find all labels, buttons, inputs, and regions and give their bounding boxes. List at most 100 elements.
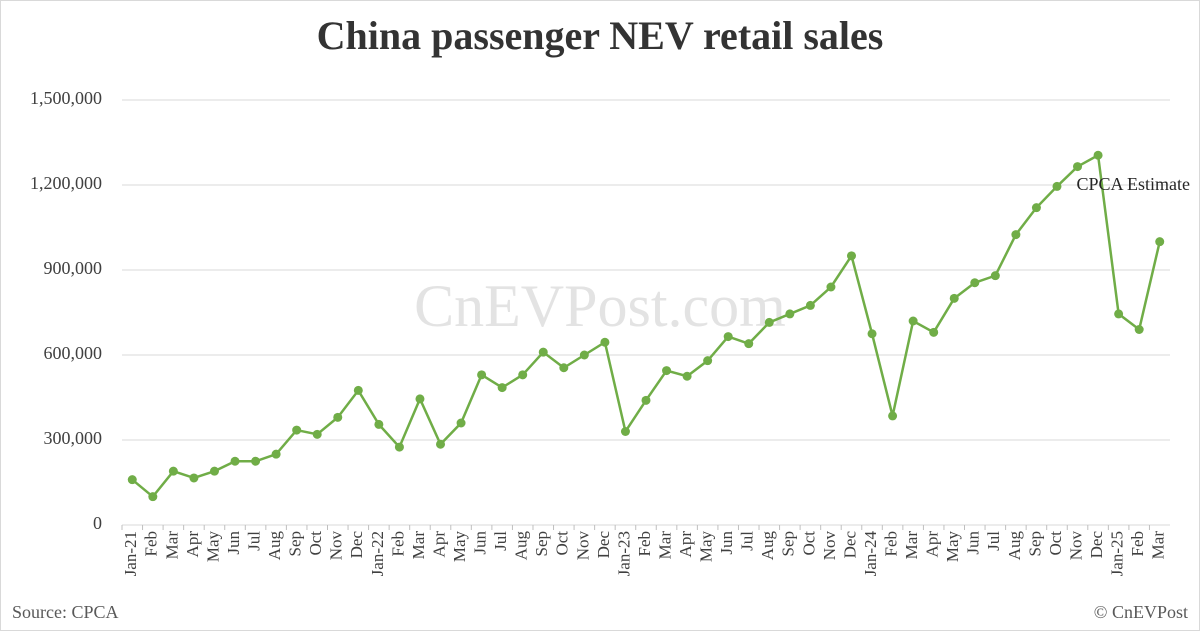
marker (1155, 237, 1165, 247)
x-tick-label: Jun (964, 531, 983, 555)
marker (600, 337, 610, 347)
marker (1052, 181, 1062, 191)
x-tick-label: Dec (1087, 531, 1106, 559)
marker (785, 309, 795, 319)
marker (990, 271, 1000, 281)
marker (230, 456, 240, 466)
x-tick-label: Feb (142, 531, 161, 557)
x-tick-label: Jan-21 (121, 531, 140, 576)
marker (1011, 230, 1021, 240)
x-tick-label: Nov (573, 531, 592, 561)
x-tick-label: Dec (840, 531, 859, 559)
x-tick-label: Jul (984, 531, 1003, 551)
x-tick-label: Feb (635, 531, 654, 557)
source: Source: CPCA (12, 602, 119, 622)
x-tick-label: Feb (1128, 531, 1147, 557)
marker (415, 394, 425, 404)
marker (970, 278, 980, 288)
x-tick-label: May (450, 531, 469, 563)
marker (826, 282, 836, 292)
x-tick-label: Aug (1005, 531, 1024, 561)
x-tick-label: Jun (224, 531, 243, 555)
watermark: CnEVPost.com (414, 273, 786, 339)
marker (497, 383, 507, 393)
x-tick-label: May (943, 531, 962, 563)
marker (518, 370, 528, 380)
marker (456, 418, 466, 428)
marker (1114, 309, 1124, 319)
x-tick-label: Aug (512, 531, 531, 561)
marker (538, 347, 548, 357)
marker (620, 427, 630, 436)
marker (1031, 203, 1041, 213)
marker (292, 425, 302, 435)
marker (374, 419, 384, 429)
x-tick-label: Mar (409, 531, 428, 560)
x-tick-label: Apr (676, 531, 695, 558)
x-tick-label: Jul (244, 531, 263, 551)
marker (744, 339, 754, 349)
marker (682, 371, 692, 381)
x-tick-label: Sep (286, 531, 305, 557)
x-tick-label: Oct (799, 531, 818, 556)
y-tick-label: 300,000 (44, 428, 103, 448)
x-tick-label: Apr (429, 531, 448, 558)
x-tick-label: Jul (491, 531, 510, 551)
x-tick-label: Feb (388, 531, 407, 557)
y-tick-label: 600,000 (44, 343, 103, 363)
marker (1134, 325, 1144, 334)
marker (477, 370, 487, 380)
marker (805, 300, 815, 310)
annotation: CPCA Estimate (1076, 174, 1190, 194)
marker (1073, 162, 1083, 172)
x-tick-label: Jan-22 (368, 531, 387, 576)
marker (394, 442, 404, 452)
x-tick-label: Jun (717, 531, 736, 555)
marker (641, 395, 651, 405)
marker (662, 366, 672, 376)
x-tick-label: Apr (183, 531, 202, 558)
marker (436, 439, 446, 449)
marker (703, 356, 713, 366)
marker (148, 492, 158, 502)
marker (251, 456, 261, 466)
x-tick-label: Nov (327, 531, 346, 561)
x-tick-label: Feb (881, 531, 900, 557)
y-tick-label: 0 (93, 513, 102, 533)
marker (189, 473, 199, 483)
x-tick-label: Sep (1025, 531, 1044, 557)
copyright: © CnEVPost (1094, 602, 1188, 622)
marker (559, 363, 569, 373)
x-tick-label: Mar (162, 531, 181, 560)
x-tick-label: Apr (923, 531, 942, 558)
marker (846, 251, 856, 261)
x-tick-label: Jan-24 (861, 531, 880, 577)
y-tick-label: 900,000 (44, 258, 103, 278)
marker (333, 412, 343, 422)
chart-title: China passenger NEV retail sales (317, 13, 884, 58)
x-tick-label: Oct (553, 531, 572, 556)
x-tick-label: Jun (471, 531, 490, 555)
y-tick-label: 1,500,000 (30, 88, 102, 108)
x-tick-label: Oct (306, 531, 325, 556)
marker (1093, 150, 1103, 160)
marker (723, 332, 733, 342)
x-tick-label: Jan-23 (614, 531, 633, 576)
marker (209, 466, 219, 476)
marker (312, 429, 322, 439)
marker (764, 317, 774, 327)
x-tick-label: May (697, 531, 716, 563)
x-tick-label: May (203, 531, 222, 563)
marker (908, 316, 918, 326)
x-tick-label: Mar (902, 531, 921, 560)
x-tick-label: Dec (347, 531, 366, 559)
marker (929, 327, 939, 337)
x-tick-label: Sep (779, 531, 798, 557)
x-tick-label: Aug (265, 531, 284, 561)
marker (127, 475, 137, 485)
y-tick-label: 1,200,000 (30, 173, 102, 193)
x-tick-label: Mar (1149, 531, 1168, 560)
marker (168, 466, 178, 476)
marker (949, 293, 959, 303)
